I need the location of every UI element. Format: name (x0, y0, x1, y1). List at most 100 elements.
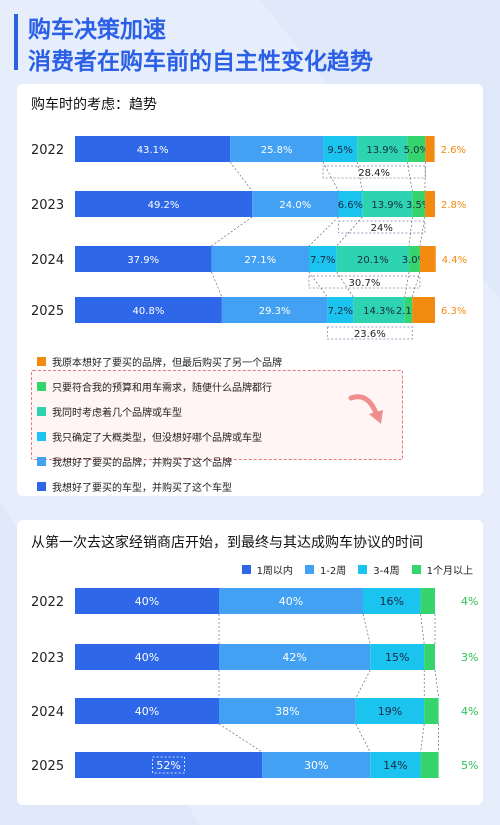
chart2-data-label: 30% (304, 759, 328, 772)
chart1-group-box (308, 275, 421, 289)
chart1-bar-segment (338, 191, 363, 217)
chart1-legend-item: 我同时考虑着几个品牌或车型 (37, 404, 182, 419)
legend-label: 我想好了要买的车型，并购买了这个车型 (52, 483, 232, 494)
chart2-data-label: 4% (461, 595, 478, 608)
chart1-card: 购车时的考虑：趋势 2022 43.1% 25.8% 9.5% 13.9% 5.0% 2.6… (17, 84, 483, 496)
chart1-data-label: 7.2% (328, 306, 353, 317)
chart1-connector (406, 161, 413, 192)
chart1-data-label: 6.3% (441, 306, 466, 317)
chart1-connector (322, 161, 339, 192)
chart2-data-label: 5% (461, 759, 478, 772)
chart1-data-label: 29.3% (259, 306, 291, 317)
chart1-data-label: 43.1% (137, 145, 169, 156)
chart1-bar-segment (409, 246, 420, 272)
chart2-legend-item: 1-2周 (304, 562, 347, 577)
chart2-legend-item: 1周以内 (241, 562, 293, 577)
chart1-connector (336, 216, 363, 247)
chart2-data-label: 40% (135, 595, 159, 608)
chart1-bar-segment (327, 297, 354, 323)
chart1-connector (356, 161, 363, 192)
chart2-bar-segment (219, 644, 371, 670)
chart2-card: 从第一次去这家经销商店开始，到最终与其达成购车协议的时间 1周以内 1-2周 3-4… (17, 520, 483, 805)
chart1-bar-segment (412, 191, 425, 217)
chart1-connector (404, 271, 410, 298)
chart2-bar-segment (75, 698, 219, 724)
curved-arrow-icon (348, 394, 383, 424)
chart2-connector (420, 723, 425, 753)
chart1-bar-segment (230, 136, 324, 162)
chart1-bar-segment (425, 136, 435, 162)
legend-swatch (304, 565, 314, 574)
legend-swatch (411, 565, 421, 574)
legend-swatch (37, 407, 46, 416)
chart2-bar-segment (262, 752, 371, 778)
chart1-category-label: 2022 (31, 143, 64, 158)
chart2-bar-segment (75, 752, 263, 778)
chart2-category-label: 2024 (31, 705, 64, 720)
chart2-legend-item: 1个月以上 (411, 562, 473, 577)
legend-label: 1个月以上 (426, 566, 473, 577)
chart1-connector (308, 216, 339, 247)
legend-swatch (358, 565, 368, 574)
chart2-bar-segment (355, 698, 425, 724)
chart2-data-label: 16% (380, 595, 404, 608)
chart2-bar-segment (424, 644, 435, 670)
chart2-bar-segment (363, 588, 421, 614)
chart2-legend-item: 3-4周 (358, 562, 400, 577)
chart2-data-label: 40% (135, 705, 159, 718)
chart1-group-box (338, 220, 426, 234)
chart2-data-label: 40% (279, 595, 303, 608)
chart1-data-label: 2.8% (441, 200, 466, 211)
chart1-data-label: 14.3% (363, 306, 395, 317)
legend-label: 1-2周 (319, 566, 347, 577)
chart1-data-label: 2.1% (396, 306, 421, 317)
chart1-group-total: 30.7% (349, 278, 381, 289)
chart1-bar-segment (252, 191, 339, 217)
chart1-data-label: 13.9% (366, 145, 398, 156)
chart1-group-total: 28.4% (358, 168, 390, 179)
chart1-bar-segment (211, 246, 309, 272)
chart2-data-label: 42% (282, 651, 306, 664)
chart1-category-label: 2024 (31, 253, 64, 268)
legend-swatch (37, 457, 46, 466)
chart1-data-label: 24.0% (279, 200, 311, 211)
chart1-data-label: 25.8% (261, 145, 293, 156)
chart1-data-label: 5.0% (404, 145, 429, 156)
chart2-connector (355, 669, 371, 699)
chart1-data-label: 4.4% (442, 255, 467, 266)
chart1-connector (308, 271, 328, 298)
chart1-data-label: 49.2% (148, 200, 180, 211)
chart1-connector (211, 271, 223, 298)
chart2-data-label: 4% (461, 705, 478, 718)
chart1-data-label: 6.6% (338, 200, 363, 211)
chart1-data-label: 20.1% (357, 255, 389, 266)
highlight-box (31, 370, 403, 460)
legend-swatch (37, 357, 46, 366)
chart2-highlight-box (152, 756, 186, 774)
chart1-bar-segment (336, 246, 410, 272)
chart2-connector (218, 723, 263, 753)
chart2-data-label: 52% (156, 759, 180, 772)
chart2-title: 从第一次去这家经销商店开始，到最终与其达成购车协议的时间 (31, 535, 423, 551)
chart1-data-label: 37.9% (127, 255, 159, 266)
chart2-data-label: 3% (461, 651, 478, 664)
chart2-bar-segment (370, 644, 425, 670)
chart2-bar-segment (420, 588, 435, 614)
chart2-bar-segment (420, 752, 439, 778)
chart1-bar-segment (357, 136, 408, 162)
chart1-bar-segment (309, 246, 337, 272)
chart1-bar-segment (353, 297, 405, 323)
chart1-legend-item: 我想好了要买的品牌，并购买了这个品牌 (37, 454, 232, 469)
chart2-bar-segment (370, 752, 421, 778)
chart1-group-total: 23.6% (354, 329, 386, 340)
page-title-line2: 消费者在购车前的自主性变化趋势 (28, 49, 373, 75)
chart1-data-label: 3.0% (402, 255, 427, 266)
chart2-bar-segment (424, 698, 439, 724)
chart1-connector (336, 271, 354, 298)
chart2-bar-segment (219, 588, 363, 614)
chart2-connector (420, 613, 425, 645)
chart1-bar-segment (75, 191, 253, 217)
chart2-bar-segment (219, 698, 356, 724)
legend-label: 我想好了要买的品牌，并购买了这个品牌 (52, 458, 232, 469)
chart1-connector (419, 216, 426, 247)
